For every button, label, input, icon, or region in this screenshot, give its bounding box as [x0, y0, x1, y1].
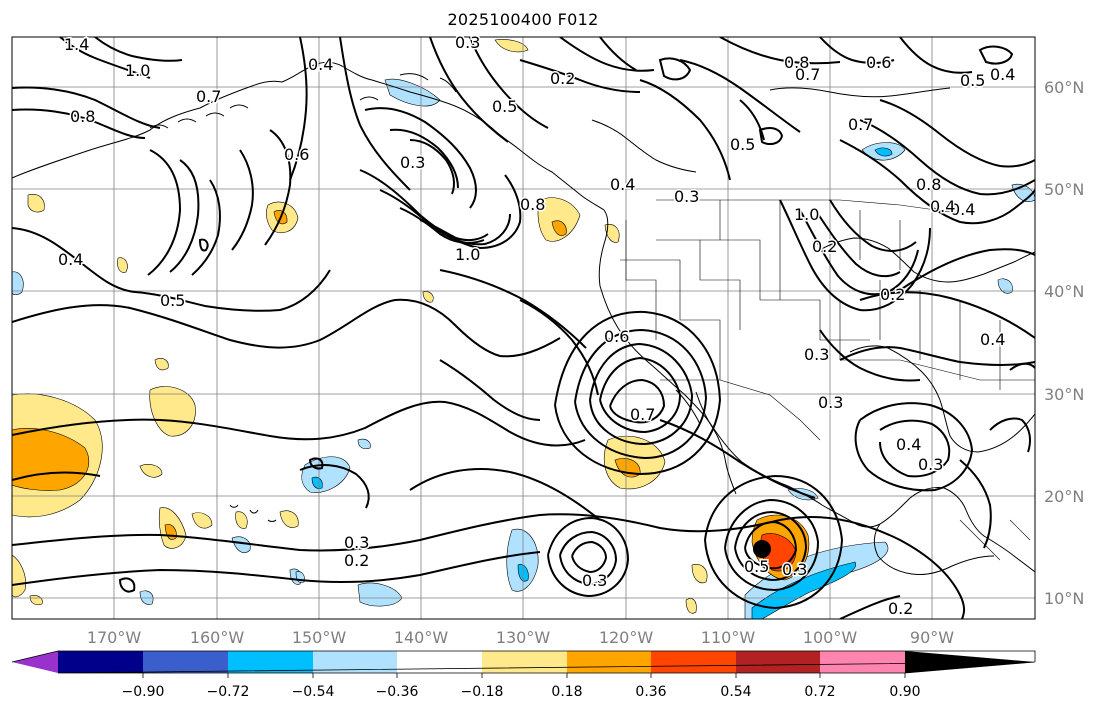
colorbar-segment — [228, 651, 313, 673]
contour-label: 0.3 — [804, 345, 829, 364]
colorbar-tick-label: −0.72 — [207, 684, 250, 700]
longitude-label: 90°W — [910, 628, 954, 647]
contour-labels: 1.4 1.0 0.7 0.8 0.4 0.4 0.3 0.6 0.3 1.0 … — [57, 32, 1017, 620]
map-background — [12, 37, 1035, 619]
colorbar-tick-label: −0.36 — [376, 684, 419, 700]
contour-label: 0.4 — [58, 250, 83, 269]
contour-label: 0.8 — [520, 195, 545, 214]
contour-label: 0.2 — [880, 285, 905, 304]
contour-label: 1.0 — [125, 61, 150, 80]
contour-lines — [12, 37, 1035, 619]
contour-label: 0.6 — [866, 53, 891, 72]
contour-label: 0.6 — [604, 327, 629, 346]
contour-label: 0.3 — [344, 533, 369, 552]
map-frame — [11, 36, 1036, 620]
colorbar-segment — [482, 651, 567, 673]
contour-label: 0.3 — [582, 571, 607, 590]
contour-label: 0.5 — [744, 557, 769, 576]
contour-label: 0.4 — [308, 55, 333, 74]
longitude-label: 130°W — [496, 628, 551, 647]
political-borders — [620, 199, 1035, 561]
contour-label: 0.4 — [896, 435, 921, 454]
colorbar-segment — [397, 651, 482, 673]
colorbar-tick-label: 0.72 — [804, 684, 835, 700]
contour-label: 0.5 — [492, 97, 517, 116]
contour-label: 0.3 — [918, 455, 943, 474]
contour-label: 0.5 — [730, 135, 755, 154]
longitude-label: 170°W — [87, 628, 142, 647]
latitude-labels: 60°N 50°N 40°N 30°N 20°N 10°N — [1044, 78, 1084, 608]
contour-label: 0.7 — [848, 115, 873, 134]
colorbar-segment — [820, 651, 905, 673]
gridlines — [12, 37, 1035, 619]
colorbar-segment — [58, 651, 143, 673]
contour-label: 1.4 — [64, 35, 89, 54]
contour-label: 0.3 — [674, 187, 699, 206]
latitude-label: 40°N — [1044, 282, 1084, 301]
colorbar: −0.90 −0.72 −0.54 −0.36 −0.18 0.18 0.36 … — [11, 650, 1036, 700]
contour-label: 0.4 — [950, 200, 975, 219]
contour-label: 0.8 — [70, 107, 95, 126]
colorbar-tick-label: −0.54 — [292, 684, 335, 700]
contour-label: 0.4 — [610, 175, 635, 194]
contour-label: 0.8 — [784, 53, 809, 72]
colorbar-segment — [905, 651, 1035, 673]
contour-label: 0.4 — [980, 330, 1005, 349]
colorbar-segment — [313, 651, 397, 673]
colorbar-segment — [143, 651, 228, 673]
colorbar-tick-label: −0.90 — [122, 684, 165, 700]
contour-label: 0.2 — [812, 237, 837, 256]
colorbar-segment — [736, 651, 820, 673]
contour-label: 0.3 — [782, 560, 807, 579]
longitude-labels: 170°W 160°W 150°W 140°W 130°W 120°W 110°… — [87, 628, 954, 647]
contour-label: 0.2 — [550, 69, 575, 88]
latitude-label: 30°N — [1044, 385, 1084, 404]
colorbar-segment — [12, 651, 58, 673]
longitude-label: 140°W — [394, 628, 449, 647]
contour-label: 1.0 — [455, 245, 480, 264]
latitude-label: 60°N — [1044, 78, 1084, 97]
contour-label: 1.0 — [794, 205, 819, 224]
colorbar-tick-label: 0.54 — [720, 684, 751, 700]
contour-label: 0.4 — [930, 197, 955, 216]
contour-label: 0.3 — [818, 393, 843, 412]
storm-center-marker — [753, 540, 771, 558]
colorbar-outline — [11, 650, 1036, 674]
longitude-label: 150°W — [292, 628, 347, 647]
contour-label: 0.3 — [400, 153, 425, 172]
longitude-label: 160°W — [190, 628, 245, 647]
contour-label: 0.5 — [160, 291, 185, 310]
latitude-label: 20°N — [1044, 487, 1084, 506]
contour-label: 0.5 — [960, 71, 985, 90]
colorbar-labels: −0.90 −0.72 −0.54 −0.36 −0.18 0.18 0.36 … — [122, 684, 921, 700]
contour-label: 0.3 — [455, 33, 480, 52]
contour-label: 0.2 — [888, 599, 913, 618]
colorbar-tick-label: 0.18 — [551, 684, 582, 700]
contour-label: 0.8 — [916, 175, 941, 194]
contour-label: 0.6 — [284, 145, 309, 164]
colorbar-tick-label: 0.90 — [889, 684, 920, 700]
contour-label: 0.7 — [630, 405, 655, 424]
latitude-label: 50°N — [1044, 180, 1084, 199]
colorbar-tick-label: 0.36 — [635, 684, 666, 700]
latitude-label: 10°N — [1044, 589, 1084, 608]
map-content — [12, 37, 1035, 619]
contour-label: 0.4 — [990, 65, 1015, 84]
colorbar-ticks — [142, 673, 906, 678]
contour-label: 0.7 — [795, 65, 820, 84]
colorbar-segment — [567, 651, 651, 673]
colorbar-segment — [651, 651, 736, 673]
longitude-label: 100°W — [803, 628, 858, 647]
longitude-label: 110°W — [701, 628, 756, 647]
map-title: 2025100400 F012 — [447, 10, 599, 29]
contour-label: 0.2 — [344, 551, 369, 570]
colorbar-tick-label: −0.18 — [461, 684, 504, 700]
contour-label: 0.7 — [196, 87, 221, 106]
longitude-label: 120°W — [599, 628, 654, 647]
